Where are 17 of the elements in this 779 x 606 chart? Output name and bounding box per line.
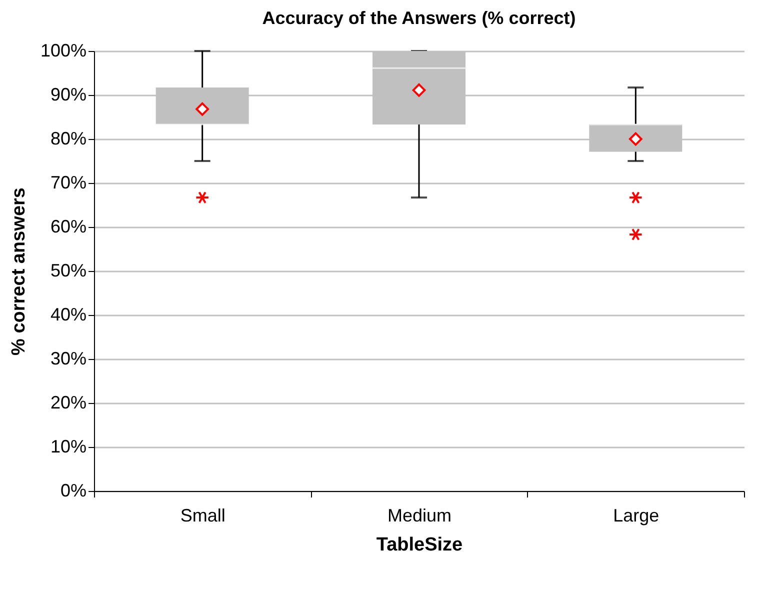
- y-tick-label: 0%: [60, 480, 86, 500]
- y-tick-label: 10%: [50, 436, 86, 456]
- y-tick-label: 100%: [40, 40, 86, 60]
- y-tick-label: 30%: [50, 348, 86, 368]
- y-tick-label: 60%: [50, 216, 86, 236]
- y-tick-label: 50%: [50, 260, 86, 280]
- x-tick-label: Medium: [387, 506, 452, 526]
- x-tick-label: Small: [180, 506, 226, 526]
- y-tick-label: 40%: [50, 304, 86, 324]
- y-tick-label: 80%: [50, 128, 86, 148]
- y-tick-label: 90%: [50, 84, 86, 104]
- chart-title: Accuracy of the Answers (% correct): [262, 8, 576, 28]
- y-tick-label: 70%: [50, 172, 86, 192]
- y-tick-label: 20%: [50, 392, 86, 412]
- x-tick-label: Large: [613, 506, 660, 526]
- y-axis-title: % correct answers: [8, 188, 30, 356]
- x-axis-title: TableSize: [376, 534, 463, 556]
